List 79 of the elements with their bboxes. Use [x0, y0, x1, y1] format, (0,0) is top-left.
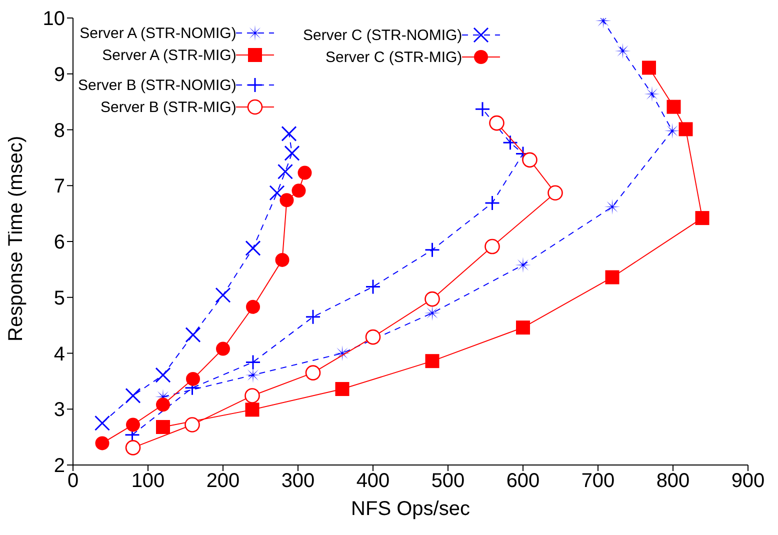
point — [245, 367, 261, 384]
point — [280, 193, 294, 208]
point — [678, 122, 693, 136]
point — [489, 115, 504, 131]
point — [245, 240, 261, 256]
point — [215, 287, 231, 303]
y-tick-label: 3 — [54, 399, 65, 422]
point — [186, 372, 200, 386]
point — [522, 152, 538, 168]
x-tick-label: 300 — [281, 470, 315, 492]
legend-label: Server B (STR-NOMIG) — [78, 76, 236, 94]
point — [305, 309, 321, 325]
x-tick-label: 500 — [431, 470, 465, 492]
x-axis-title: NFS Ops/sec — [351, 498, 470, 520]
point — [515, 256, 531, 273]
point — [269, 185, 285, 201]
point — [424, 291, 440, 307]
point — [474, 101, 490, 117]
point — [305, 365, 321, 380]
y-tick-label: 5 — [54, 287, 65, 310]
point — [185, 327, 201, 343]
point — [245, 354, 261, 370]
point — [156, 420, 170, 434]
point — [94, 415, 110, 431]
point — [95, 436, 110, 450]
point — [246, 300, 260, 314]
point — [125, 440, 141, 456]
point — [695, 211, 710, 226]
point — [365, 279, 381, 295]
x-tick-label: 900 — [731, 470, 765, 492]
point — [644, 86, 660, 102]
point — [604, 198, 620, 215]
point — [126, 418, 140, 432]
x-tick-label: 700 — [581, 470, 615, 492]
point — [125, 388, 141, 404]
legend-label: Server C (STR-NOMIG) — [303, 26, 462, 44]
legend-label: Server B (STR-MIG) — [100, 98, 236, 116]
y-tick-label: 10 — [42, 8, 65, 30]
y-tick-label: 2 — [54, 455, 65, 478]
point — [216, 342, 230, 356]
point — [605, 270, 620, 284]
point — [284, 145, 300, 161]
point — [666, 100, 681, 114]
y-tick-label: 7 — [54, 176, 65, 198]
x-tick-label: 0 — [67, 470, 79, 492]
point — [642, 60, 656, 75]
y-axis-title: Response Time (msec) — [5, 136, 28, 342]
point — [155, 367, 171, 383]
point — [298, 166, 312, 180]
point — [245, 402, 260, 417]
point — [548, 185, 563, 201]
point — [502, 134, 518, 150]
y-tick-label: 4 — [54, 343, 65, 366]
point — [244, 388, 260, 404]
point — [292, 184, 306, 198]
point — [484, 195, 500, 211]
point — [281, 126, 297, 142]
y-tick-label: 9 — [54, 64, 65, 86]
point — [425, 354, 440, 368]
legend-label: Server A (STR-NOMIG) — [80, 24, 236, 42]
x-tick-label: 400 — [356, 470, 390, 492]
x-tick-label: 600 — [506, 470, 540, 492]
point — [275, 252, 290, 267]
legend-label: Server C (STR-MIG) — [326, 48, 462, 66]
y-tick-label: 8 — [54, 120, 65, 142]
point — [664, 122, 680, 139]
x-tick-label: 200 — [206, 470, 240, 492]
point — [156, 398, 170, 412]
point — [516, 320, 530, 335]
point — [365, 329, 381, 345]
point — [184, 417, 200, 432]
legend-label: Server A (STR-MIG) — [102, 46, 236, 64]
point — [278, 164, 293, 180]
y-tick-label: 6 — [54, 232, 65, 254]
x-tick-label: 800 — [656, 470, 690, 492]
x-tick-label: 100 — [131, 470, 165, 492]
point — [484, 238, 500, 254]
point — [335, 382, 350, 396]
point — [424, 242, 440, 258]
